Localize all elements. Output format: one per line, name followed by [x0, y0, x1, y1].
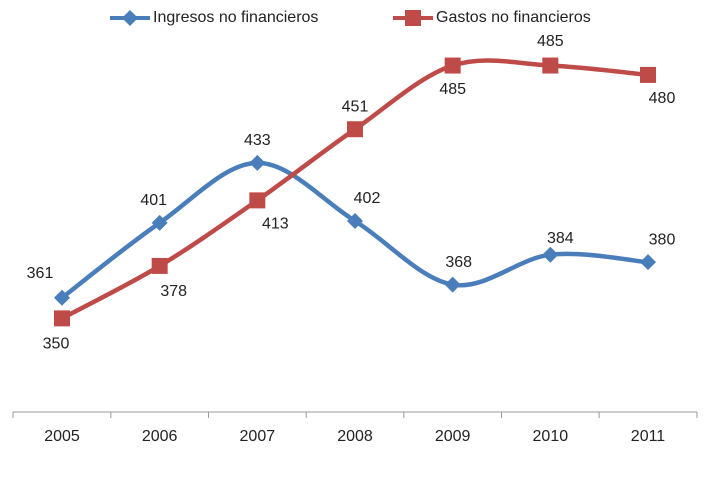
marker [542, 57, 559, 74]
data-label: 378 [160, 283, 187, 300]
legend-marker [122, 10, 138, 26]
x-tick-label: 2008 [337, 428, 373, 445]
marker [151, 257, 168, 274]
marker [151, 214, 168, 231]
data-label: 480 [649, 90, 676, 107]
data-label: 485 [537, 33, 564, 50]
data-label: 413 [262, 216, 289, 233]
marker [249, 154, 266, 171]
x-tick-label: 2007 [240, 428, 276, 445]
legend-marker [405, 10, 421, 26]
x-tick-label: 2005 [44, 428, 80, 445]
legend-label: Gastos no financieros [436, 9, 591, 26]
data-label: 433 [244, 132, 271, 149]
x-tick-label: 2010 [533, 428, 569, 445]
x-tick-label: 2011 [631, 428, 666, 445]
data-label: 368 [445, 254, 472, 271]
x-tick-label: 2006 [142, 428, 178, 445]
data-label: 384 [547, 230, 574, 247]
marker [640, 254, 656, 271]
legend-label: Ingresos no financieros [153, 9, 318, 26]
data-label: 451 [342, 98, 369, 115]
marker [640, 66, 656, 83]
marker [54, 289, 70, 306]
data-label: 401 [140, 192, 167, 209]
marker [444, 57, 461, 74]
data-label: 361 [27, 265, 54, 282]
x-tick-label: 2009 [435, 428, 471, 445]
marker [444, 276, 461, 293]
data-label: 350 [43, 336, 70, 353]
data-label: 485 [439, 81, 466, 98]
marker [249, 192, 266, 209]
marker [347, 121, 363, 138]
data-label: 380 [649, 231, 676, 248]
marker [54, 310, 70, 327]
marker [347, 212, 363, 229]
marker [542, 246, 559, 263]
data-label: 402 [354, 190, 381, 207]
